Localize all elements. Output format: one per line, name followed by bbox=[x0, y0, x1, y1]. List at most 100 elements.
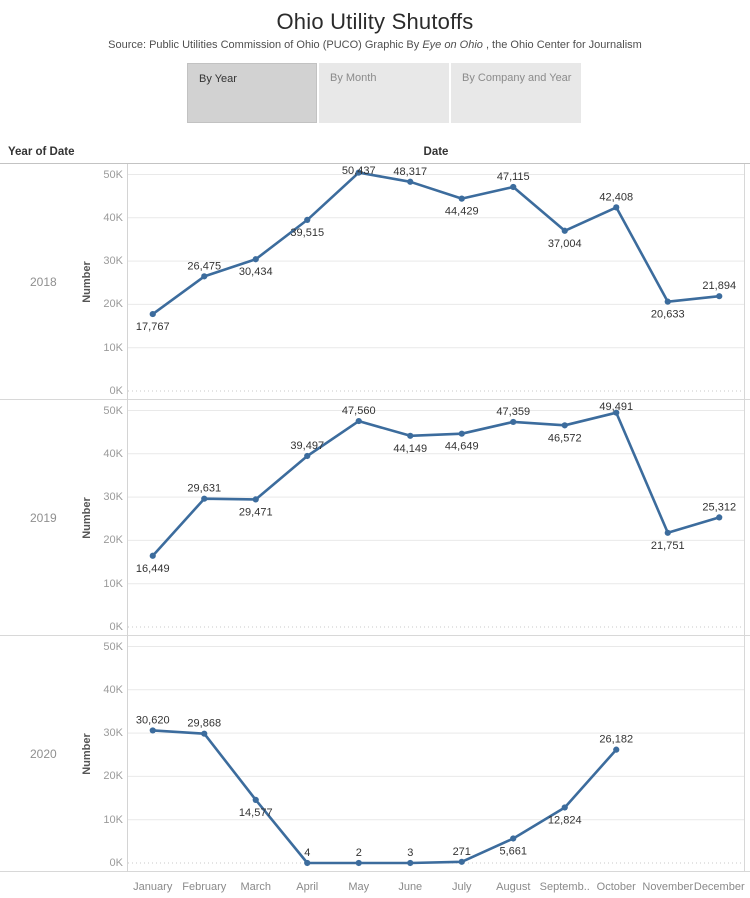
y-axis-tick-label: 10K bbox=[103, 813, 123, 826]
data-point-mark[interactable] bbox=[561, 804, 568, 811]
data-point-mark[interactable] bbox=[407, 859, 414, 867]
data-point-mark[interactable] bbox=[561, 227, 568, 234]
data-point-label: 25,312 bbox=[702, 501, 736, 513]
plot-area: 16,449 29,631 29,471 39,497 47,560 44,149 44,6… bbox=[127, 400, 745, 636]
data-point-label: 29,868 bbox=[187, 718, 221, 730]
data-point-mark[interactable] bbox=[510, 835, 517, 842]
x-axis-month-label: October bbox=[596, 881, 636, 893]
data-point-mark[interactable] bbox=[149, 552, 156, 559]
data-point-label: 37,004 bbox=[548, 238, 582, 250]
data-point-label: 12,824 bbox=[548, 814, 582, 826]
series-line bbox=[151, 729, 618, 865]
subtitle-italic: Eye on Ohio bbox=[422, 39, 483, 51]
data-point-label: 5,661 bbox=[499, 845, 527, 857]
data-point-mark[interactable] bbox=[201, 273, 208, 280]
y-axis-tick-label: 40K bbox=[103, 683, 123, 696]
column-dimension-label: Date bbox=[423, 146, 449, 158]
page-subtitle: Source: Public Utilities Commission of O… bbox=[0, 39, 750, 51]
y-axis-tick-label: 30K bbox=[103, 255, 123, 268]
data-point-mark[interactable] bbox=[407, 432, 414, 439]
data-point-mark[interactable] bbox=[252, 256, 259, 263]
series-line bbox=[151, 411, 721, 558]
y-axis-tick-label: 50K bbox=[103, 168, 123, 181]
year-row-label: 2018 bbox=[30, 274, 57, 289]
tab-by-month[interactable]: By Month bbox=[319, 63, 449, 123]
data-point-mark[interactable] bbox=[201, 495, 208, 502]
data-point-mark[interactable] bbox=[355, 417, 362, 425]
data-point-mark[interactable] bbox=[304, 859, 311, 867]
tab-bar: By Year By Month By Company and Year bbox=[187, 63, 581, 123]
data-point-label: 30,434 bbox=[239, 266, 273, 278]
data-point-label: 21,894 bbox=[702, 280, 736, 292]
data-point-mark[interactable] bbox=[304, 216, 311, 224]
data-point-label: 3 bbox=[407, 847, 413, 859]
data-point-label: 48,317 bbox=[393, 166, 427, 178]
data-point-mark[interactable] bbox=[613, 204, 620, 211]
y-axis-tick-label: 20K bbox=[103, 298, 123, 311]
data-point-mark[interactable] bbox=[716, 293, 723, 300]
data-point-mark[interactable] bbox=[407, 178, 414, 185]
subtitle-suffix: , the Ohio Center for Journalism bbox=[482, 39, 642, 51]
y-axis-tick-label: 10K bbox=[103, 341, 123, 354]
data-point-mark[interactable] bbox=[458, 195, 465, 202]
data-point-label: 47,359 bbox=[496, 406, 530, 418]
line-chart-svg: 16,449 29,631 29,471 39,497 47,560 44,149 44,6… bbox=[127, 400, 745, 636]
data-point-mark[interactable] bbox=[510, 418, 517, 426]
data-point-label: 44,649 bbox=[445, 441, 479, 453]
data-point-mark[interactable] bbox=[252, 796, 259, 803]
data-point-mark[interactable] bbox=[149, 727, 156, 734]
y-axis-title: Number bbox=[81, 260, 93, 303]
dimension-header-row: Year of Date Date bbox=[0, 144, 750, 163]
data-point-mark[interactable] bbox=[510, 183, 517, 191]
data-point-mark[interactable] bbox=[149, 310, 156, 318]
x-axis-month-label: March bbox=[240, 881, 272, 893]
data-point-mark[interactable] bbox=[613, 409, 620, 416]
data-point-mark[interactable] bbox=[664, 529, 671, 536]
data-point-mark[interactable] bbox=[458, 430, 465, 437]
data-point-label: 2 bbox=[356, 847, 362, 859]
line-chart-svg: 17,767 26,475 30,434 39,515 50,437 48,317 44,4… bbox=[127, 164, 745, 400]
x-axis-month-label: February bbox=[182, 881, 227, 893]
x-axis-month-label: Septemb.. bbox=[539, 881, 590, 893]
data-point-mark[interactable] bbox=[355, 169, 362, 176]
y-axis-tick-label: 20K bbox=[103, 770, 123, 783]
y-axis-tick-label: 0K bbox=[109, 621, 123, 633]
data-point-mark[interactable] bbox=[304, 452, 311, 460]
plot-area: 17,767 26,475 30,434 39,515 50,437 48,317 44,4… bbox=[127, 164, 745, 400]
y-axis-tick-label: 40K bbox=[103, 447, 123, 460]
data-point-mark[interactable] bbox=[252, 496, 259, 503]
data-point-label: 50,437 bbox=[342, 165, 376, 177]
y-axis-tick-label: 40K bbox=[103, 211, 123, 224]
y-axis-tick-label: 30K bbox=[103, 727, 123, 740]
page-title: Ohio Utility Shutoffs bbox=[276, 9, 474, 34]
data-point-label: 14,577 bbox=[239, 807, 273, 819]
data-point-mark[interactable] bbox=[201, 730, 208, 737]
tab-by-year[interactable]: By Year bbox=[187, 63, 317, 123]
data-point-label: 26,475 bbox=[187, 260, 221, 272]
data-point-label: 30,620 bbox=[136, 714, 170, 726]
data-point-label: 44,429 bbox=[445, 206, 479, 218]
x-axis-month-label: June bbox=[398, 881, 423, 893]
y-axis-title: Number bbox=[81, 732, 93, 775]
data-point-label: 39,497 bbox=[290, 440, 324, 452]
chart-row-2018: 2018 Number 0K 10K 20K 30K 40K 50K 17,767 26,475 3… bbox=[0, 164, 750, 400]
data-point-mark[interactable] bbox=[355, 859, 362, 867]
x-axis-month-label: August bbox=[496, 881, 531, 893]
data-point-mark[interactable] bbox=[716, 514, 723, 521]
year-row-label: 2019 bbox=[30, 510, 57, 525]
data-point-label: 4 bbox=[304, 847, 310, 859]
data-point-label: 42,408 bbox=[599, 191, 633, 203]
y-axis-tick-label: 50K bbox=[103, 404, 123, 417]
data-point-mark[interactable] bbox=[561, 422, 568, 429]
data-point-mark[interactable] bbox=[458, 858, 465, 865]
tab-by-company-and-year[interactable]: By Company and Year bbox=[451, 63, 581, 123]
data-point-label: 44,149 bbox=[393, 443, 427, 455]
data-point-mark[interactable] bbox=[664, 298, 671, 305]
plot-area: 30,620 29,868 14,577 4 2 3 271 5,661 12,824 26,18… bbox=[127, 636, 745, 872]
row-dimension-label: Year of Date bbox=[8, 146, 75, 158]
y-axis-title: Number bbox=[81, 496, 93, 539]
x-axis-month-label: July bbox=[451, 881, 472, 893]
data-point-label: 29,631 bbox=[187, 483, 221, 495]
data-point-mark[interactable] bbox=[613, 746, 620, 753]
